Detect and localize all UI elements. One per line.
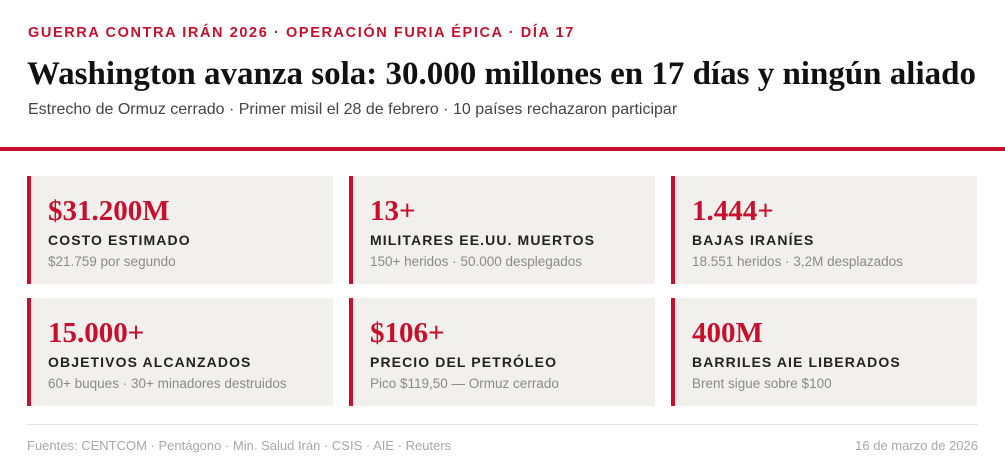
headline: Washington avanza sola: 30.000 millones … <box>27 56 976 92</box>
stat-value: 400M <box>692 317 763 349</box>
stat-card-cost: $31.200M COSTO ESTIMADO $21.759 por segu… <box>27 176 333 284</box>
stat-value: 13+ <box>370 195 416 227</box>
header-divider <box>0 147 1005 151</box>
stat-detail: Pico $119,50 — Ormuz cerrado <box>370 376 559 391</box>
stat-card-oil-price: $106+ PRECIO DEL PETRÓLEO Pico $119,50 —… <box>349 298 655 406</box>
publication-date: 16 de marzo de 2026 <box>855 438 978 453</box>
stat-detail: 18.551 heridos · 3,2M desplazados <box>692 254 903 269</box>
stat-label: MILITARES EE.UU. MUERTOS <box>370 232 596 248</box>
stat-detail: 60+ buques · 30+ minadores destruidos <box>48 376 287 391</box>
stat-label: PRECIO DEL PETRÓLEO <box>370 354 558 370</box>
stat-label: BARRILES AIE LIBERADOS <box>692 354 901 370</box>
stat-card-iranian-casualties: 1.444+ BAJAS IRANÍES 18.551 heridos · 3,… <box>671 176 977 284</box>
subheadline: Estrecho de Ormuz cerrado · Primer misil… <box>28 101 678 118</box>
sources-line: Fuentes: CENTCOM · Pentágono · Min. Salu… <box>27 438 452 453</box>
stat-card-iea-barrels: 400M BARRILES AIE LIBERADOS Brent sigue … <box>671 298 977 406</box>
stat-value: $31.200M <box>48 195 170 227</box>
stat-label: COSTO ESTIMADO <box>48 232 191 248</box>
stat-detail: $21.759 por segundo <box>48 254 176 269</box>
stat-card-us-deaths: 13+ MILITARES EE.UU. MUERTOS 150+ herido… <box>349 176 655 284</box>
kicker: GUERRA CONTRA IRÁN 2026 · OPERACIÓN FURI… <box>28 25 575 41</box>
stat-value: 15.000+ <box>48 317 145 349</box>
stat-label: OBJETIVOS ALCANZADOS <box>48 354 252 370</box>
stat-label: BAJAS IRANÍES <box>692 232 815 248</box>
stat-card-targets: 15.000+ OBJETIVOS ALCANZADOS 60+ buques … <box>27 298 333 406</box>
stats-grid: $31.200M COSTO ESTIMADO $21.759 por segu… <box>27 176 977 406</box>
stat-detail: 150+ heridos · 50.000 desplegados <box>370 254 583 269</box>
stat-value: $106+ <box>370 317 445 349</box>
stat-value: 1.444+ <box>692 195 774 227</box>
footer-divider <box>27 424 978 425</box>
stat-detail: Brent sigue sobre $100 <box>692 376 832 391</box>
